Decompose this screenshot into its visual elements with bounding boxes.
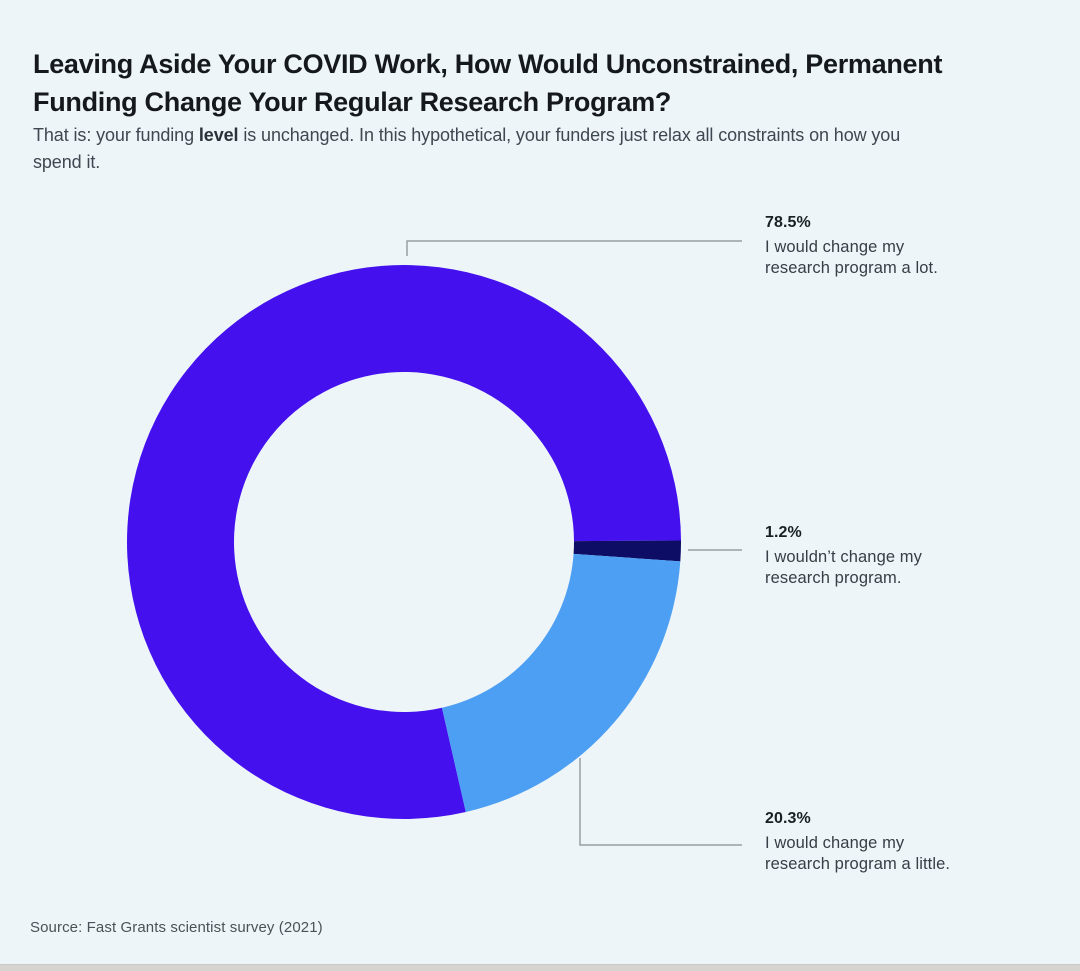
leader-line-3: [579, 758, 742, 846]
leader-line-1: [406, 240, 742, 256]
segment-label: I would change my research program a lot…: [765, 238, 938, 277]
page-title-line2: Funding Change Your Regular Research Pro…: [33, 87, 672, 118]
callout-change-a-lot: 78.5% I would change my research program…: [765, 213, 1035, 279]
donut-segment-2[interactable]: [573, 540, 682, 562]
segment-label: I would change my research program a lit…: [765, 834, 951, 873]
segment-percent: 78.5%: [765, 214, 811, 231]
page-title-line1: Leaving Aside Your COVID Work, How Would…: [33, 49, 943, 80]
page-subtitle: That is: your funding level is unchanged…: [33, 122, 1053, 176]
callout-change-a-little: 20.3% I would change my research program…: [765, 809, 1035, 875]
segment-percent: 1.2%: [765, 524, 802, 541]
segment-label: I wouldn’t change my research program.: [765, 548, 923, 587]
source-note: Source: Fast Grants scientist survey (20…: [30, 919, 323, 936]
subtitle-bold-word: level: [198, 125, 239, 145]
subtitle-line2: spend it.: [33, 152, 101, 172]
donut-segment-1[interactable]: [127, 265, 681, 820]
segment-percent: 20.3%: [765, 810, 811, 827]
subtitle-middle: is unchanged. In this hypothetical, your…: [238, 125, 901, 145]
bottom-window-edge: [0, 964, 1080, 971]
subtitle-prefix: That is: your funding: [33, 125, 199, 145]
callout-no-change: 1.2% I wouldn’t change my research progr…: [765, 523, 1035, 589]
donut-segment-3[interactable]: [441, 553, 681, 813]
page-title: Leaving Aside Your COVID Work, How Would…: [33, 45, 1043, 121]
